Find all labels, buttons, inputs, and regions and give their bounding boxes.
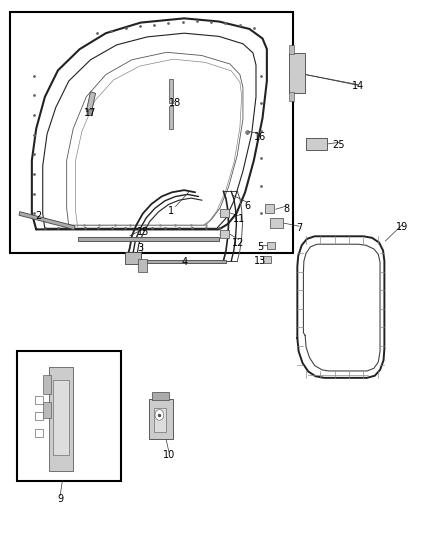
Text: 12: 12 bbox=[233, 238, 245, 248]
Bar bbox=[86, 92, 95, 113]
Text: 9: 9 bbox=[57, 494, 63, 504]
Circle shape bbox=[155, 410, 164, 420]
Text: 4: 4 bbox=[181, 257, 187, 267]
Bar bbox=[220, 230, 229, 238]
Bar bbox=[220, 209, 229, 217]
Bar bbox=[138, 259, 147, 272]
Bar bbox=[149, 399, 173, 439]
Bar bbox=[35, 397, 43, 405]
Text: 3: 3 bbox=[138, 243, 144, 253]
Bar bbox=[270, 218, 283, 228]
Bar bbox=[35, 429, 43, 437]
Bar bbox=[152, 392, 169, 400]
Text: 16: 16 bbox=[254, 132, 266, 142]
Bar bbox=[43, 375, 50, 394]
Polygon shape bbox=[19, 212, 75, 230]
Polygon shape bbox=[147, 260, 226, 263]
Text: 1: 1 bbox=[168, 206, 174, 216]
Text: 25: 25 bbox=[332, 140, 345, 150]
Bar bbox=[265, 204, 274, 214]
Text: 10: 10 bbox=[163, 450, 175, 460]
Bar bbox=[262, 256, 271, 263]
Bar bbox=[35, 413, 43, 420]
Text: 17: 17 bbox=[85, 108, 97, 118]
Text: 11: 11 bbox=[233, 214, 245, 224]
Text: 19: 19 bbox=[396, 222, 408, 232]
Bar bbox=[17, 351, 121, 481]
Bar bbox=[267, 242, 275, 249]
Bar bbox=[154, 408, 166, 432]
Bar bbox=[169, 107, 173, 128]
Polygon shape bbox=[78, 237, 219, 241]
Text: 8: 8 bbox=[283, 204, 290, 214]
Text: 14: 14 bbox=[352, 81, 364, 91]
Bar bbox=[169, 79, 173, 103]
Text: 18: 18 bbox=[170, 98, 182, 108]
Bar bbox=[306, 138, 327, 150]
Bar bbox=[88, 109, 92, 115]
Bar bbox=[43, 402, 50, 418]
Bar bbox=[49, 367, 73, 471]
Bar bbox=[289, 45, 294, 54]
Text: 7: 7 bbox=[297, 223, 303, 233]
Bar bbox=[289, 53, 305, 93]
Bar bbox=[10, 12, 293, 253]
Text: 15: 15 bbox=[137, 227, 149, 237]
Text: 2: 2 bbox=[35, 211, 42, 221]
Text: 13: 13 bbox=[254, 256, 266, 266]
Bar bbox=[125, 252, 141, 264]
Bar bbox=[53, 381, 69, 455]
Text: 5: 5 bbox=[257, 242, 264, 252]
Bar bbox=[289, 92, 294, 101]
Text: 6: 6 bbox=[244, 200, 251, 211]
